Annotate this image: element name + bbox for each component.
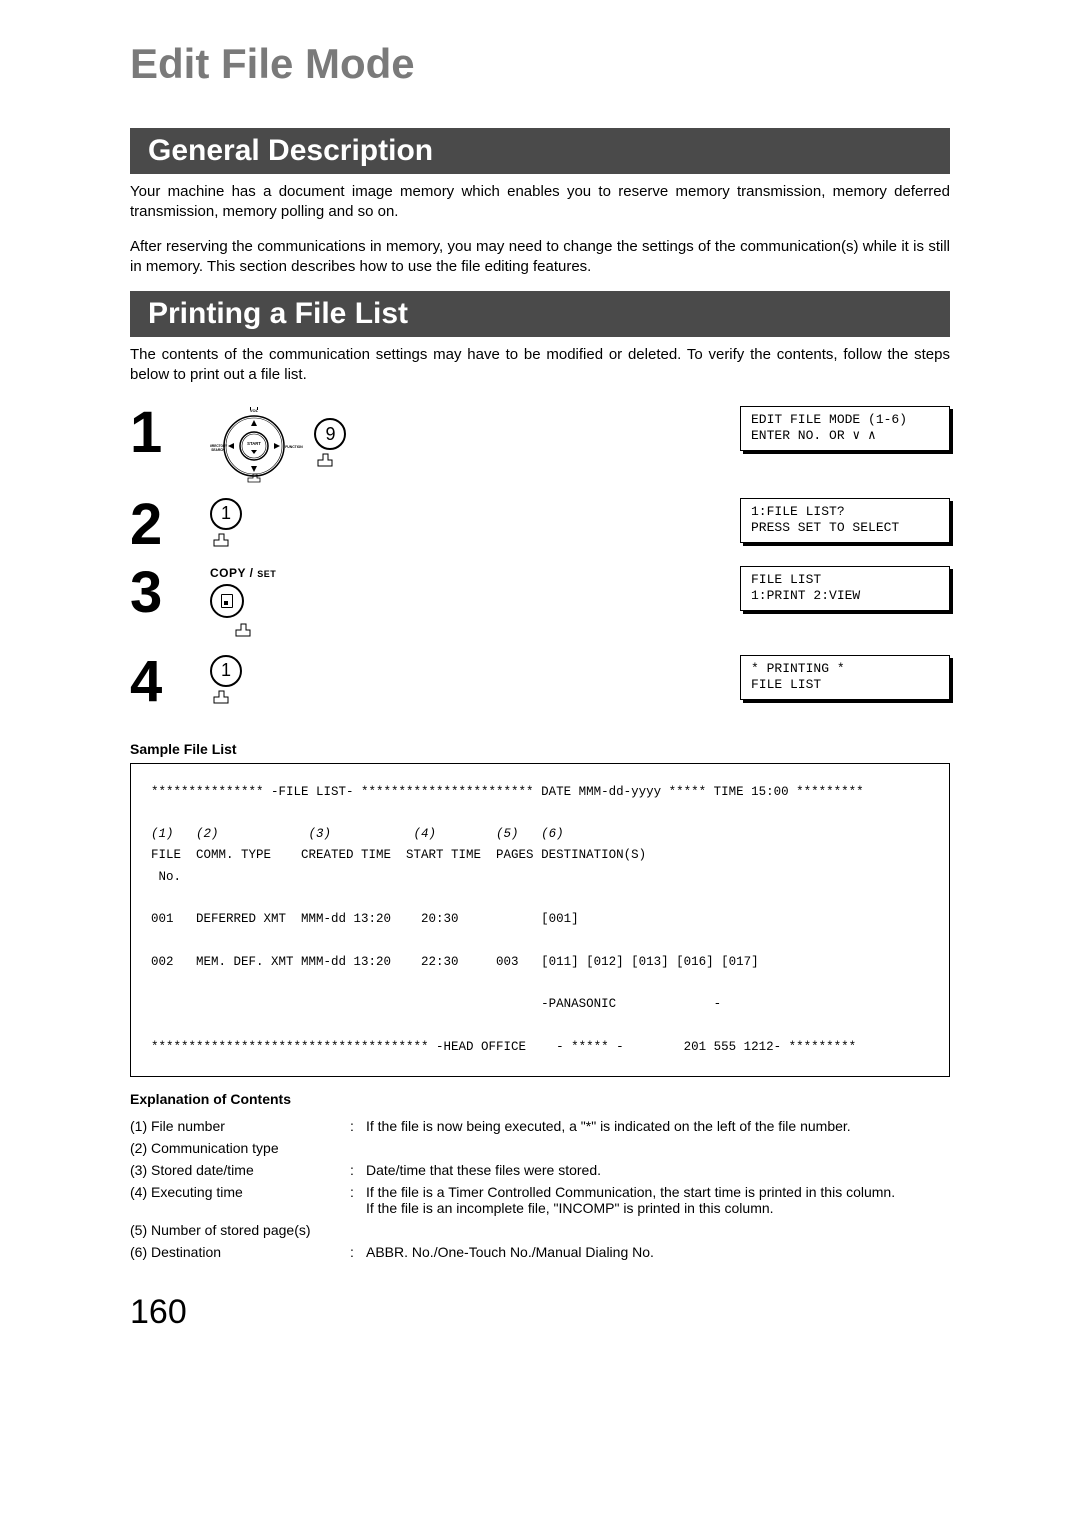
- explain-desc: [366, 1219, 950, 1241]
- lcd-display: 1:FILE LIST? PRESS SET TO SELECT: [740, 498, 950, 544]
- step-number: 3: [130, 560, 210, 649]
- explanation-table: (1) File number : If the file is now bei…: [130, 1115, 950, 1263]
- sample-file-list-label: Sample File List: [130, 741, 950, 757]
- set-button-icon: [210, 584, 244, 618]
- table-row: (3) Stored date/time : Date/time that th…: [130, 1159, 950, 1181]
- press-icon: [210, 689, 232, 705]
- step-row: 1 START VOL DIRECTORY SEARCH FUNCTION: [130, 400, 950, 492]
- svg-text:START: START: [247, 441, 261, 446]
- page-title: Edit File Mode: [130, 40, 950, 88]
- svg-text:FUNCTION: FUNCTION: [285, 445, 303, 449]
- explain-desc: ABBR. No./One-Touch No./Manual Dialing N…: [366, 1241, 950, 1263]
- explanation-label: Explanation of Contents: [130, 1091, 950, 1107]
- table-row: (6) Destination : ABBR. No./One-Touch No…: [130, 1241, 950, 1263]
- nav-dial-icon: START VOL DIRECTORY SEARCH FUNCTION: [210, 406, 310, 486]
- keypad-digit-1: 1: [210, 498, 242, 553]
- keypad-digit-1: 1: [210, 655, 242, 710]
- press-icon: [210, 532, 232, 548]
- lcd-display: * PRINTING * FILE LIST: [740, 655, 950, 701]
- page-number: 160: [130, 1293, 950, 1332]
- step-number: 4: [130, 649, 210, 717]
- svg-text:SEARCH: SEARCH: [211, 448, 225, 452]
- general-paragraph-1: Your machine has a document image memory…: [130, 182, 950, 223]
- lcd-display: FILE LIST 1:PRINT 2:VIEW: [740, 566, 950, 612]
- explain-term: (5) Number of stored page(s): [130, 1219, 350, 1241]
- table-row: (2) Communication type: [130, 1137, 950, 1159]
- press-icon: [314, 452, 336, 468]
- printing-intro: The contents of the communication settin…: [130, 345, 950, 386]
- step-graphic: 1: [210, 492, 450, 560]
- table-row: (1) File number : If the file is now bei…: [130, 1115, 950, 1137]
- table-row: (5) Number of stored page(s): [130, 1219, 950, 1241]
- step-row: 3 COPY / SET FILE LIST 1:PRINT 2:VIEW: [130, 560, 950, 649]
- step-row: 4 1 * PRINTING * FILE LIST: [130, 649, 950, 717]
- steps-table: 1 START VOL DIRECTORY SEARCH FUNCTION: [130, 400, 950, 717]
- explain-desc: If the file is now being executed, a "*"…: [366, 1115, 950, 1137]
- general-paragraph-2: After reserving the communications in me…: [130, 237, 950, 278]
- step-graphic: COPY / SET: [210, 560, 450, 649]
- digit-label: 9: [314, 418, 346, 450]
- sample-file-list-box: *************** -FILE LIST- ************…: [130, 763, 950, 1077]
- section-header-printing: Printing a File List: [130, 291, 950, 337]
- explain-term: (2) Communication type: [130, 1137, 350, 1159]
- explain-term: (4) Executing time: [130, 1181, 350, 1219]
- explain-desc: If the file is a Timer Controlled Commun…: [366, 1181, 950, 1219]
- step-number: 2: [130, 492, 210, 560]
- explain-desc: Date/time that these files were stored.: [366, 1159, 950, 1181]
- keypad-digit-9: 9: [314, 418, 346, 473]
- digit-label: 1: [210, 498, 242, 530]
- explain-term: (1) File number: [130, 1115, 350, 1137]
- press-icon: [232, 622, 254, 638]
- section-header-general: General Description: [130, 128, 950, 174]
- table-row: (4) Executing time : If the file is a Ti…: [130, 1181, 950, 1219]
- step-number: 1: [130, 400, 210, 492]
- step-graphic: START VOL DIRECTORY SEARCH FUNCTION 9: [210, 400, 450, 492]
- explain-term: (3) Stored date/time: [130, 1159, 350, 1181]
- copy-set-label: COPY / SET: [210, 566, 276, 580]
- explain-desc: [366, 1137, 950, 1159]
- step-graphic: 1: [210, 649, 450, 717]
- step-row: 2 1 1:FILE LIST? PRESS SET TO SELECT: [130, 492, 950, 560]
- lcd-display: EDIT FILE MODE (1-6) ENTER NO. OR ∨ ∧: [740, 406, 950, 452]
- explain-term: (6) Destination: [130, 1241, 350, 1263]
- digit-label: 1: [210, 655, 242, 687]
